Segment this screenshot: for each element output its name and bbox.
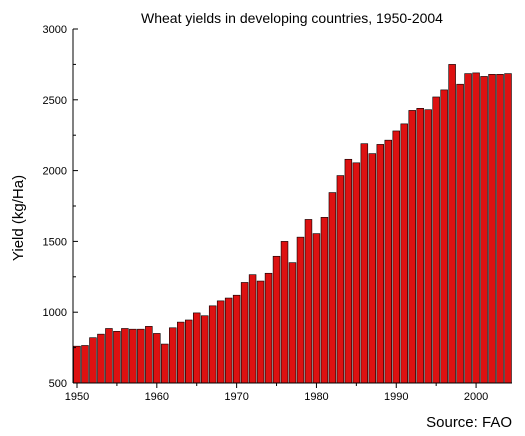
bar-1971 [240, 282, 249, 384]
bar-1965 [192, 312, 201, 384]
bar-1968 [216, 300, 225, 384]
source-note: Source: FAO [426, 414, 512, 431]
x-tick-label-1950: 1950 [65, 391, 89, 403]
bar-1951 [81, 345, 89, 384]
bar-1953 [97, 333, 105, 384]
bar-1975 [272, 255, 281, 384]
x-tick-label-2000: 2000 [464, 391, 488, 403]
bar-1955 [113, 331, 121, 384]
bar-1999 [464, 73, 472, 384]
bar-1964 [185, 319, 193, 384]
bar-1973 [256, 280, 265, 384]
bar-1983 [336, 175, 345, 384]
bar-1954 [105, 328, 113, 384]
y-tick-label-1500: 1500 [43, 236, 67, 248]
bar-1996 [440, 89, 448, 384]
bar-1998 [456, 83, 464, 384]
bar-1970 [232, 294, 241, 384]
bar-1979 [304, 219, 313, 384]
bar-1997 [448, 64, 456, 384]
bar-1960 [153, 333, 161, 384]
x-tick-label-1960: 1960 [145, 391, 169, 403]
bar-1988 [376, 144, 385, 384]
bar-1982 [328, 192, 337, 384]
bar-1961 [161, 343, 169, 384]
bar-1958 [137, 328, 145, 384]
bar-2001 [480, 76, 488, 384]
bar-1959 [145, 326, 153, 384]
x-tick-label-1970: 1970 [224, 391, 248, 403]
y-tick-label-2000: 2000 [43, 166, 67, 178]
bar-1977 [288, 262, 297, 384]
bar-2002 [488, 74, 496, 384]
y-axis-label: Yield (kg/Ha) [10, 175, 27, 261]
bar-1992 [408, 110, 416, 384]
y-tick-label-1000: 1000 [43, 307, 67, 319]
bar-2004 [504, 73, 512, 384]
bar-1957 [129, 328, 137, 384]
bar-series [73, 64, 512, 384]
bar-1976 [280, 241, 289, 384]
bar-1987 [368, 153, 377, 384]
bar-1972 [248, 274, 257, 384]
bar-1984 [344, 158, 353, 384]
bar-1989 [384, 139, 393, 384]
bar-1966 [200, 315, 209, 384]
bar-1950 [73, 345, 81, 384]
bar-1981 [320, 217, 329, 384]
x-tick-label-1980: 1980 [304, 391, 328, 403]
bar-1974 [264, 272, 273, 384]
y-tick-label-3000: 3000 [43, 24, 67, 36]
bar-1978 [296, 236, 305, 384]
bar-1994 [424, 109, 432, 384]
bar-1969 [224, 297, 233, 384]
bar-1985 [352, 162, 361, 384]
y-tick-label-2500: 2500 [43, 95, 67, 107]
bar-1980 [312, 233, 321, 384]
bar-2000 [472, 72, 480, 384]
bar-1993 [416, 108, 424, 384]
bar-1990 [392, 130, 400, 384]
bar-1962 [169, 327, 177, 384]
bar-1986 [360, 143, 369, 384]
bar-1967 [208, 305, 217, 384]
bar-1952 [89, 337, 97, 384]
bar-2003 [496, 74, 504, 384]
chart-title: Wheat yields in developing countries, 19… [141, 10, 443, 26]
bar-1956 [121, 328, 129, 384]
x-axis-ticks: 1950 1960 1970 1980 1990 2000 [65, 383, 488, 403]
y-tick-label-500: 500 [49, 378, 67, 390]
bar-1963 [177, 321, 185, 384]
x-tick-label-1990: 1990 [384, 391, 408, 403]
y-axis-ticks: 500 1000 1500 2000 2500 3000 [43, 24, 78, 390]
bar-1991 [400, 123, 408, 384]
bar-1995 [432, 96, 440, 384]
